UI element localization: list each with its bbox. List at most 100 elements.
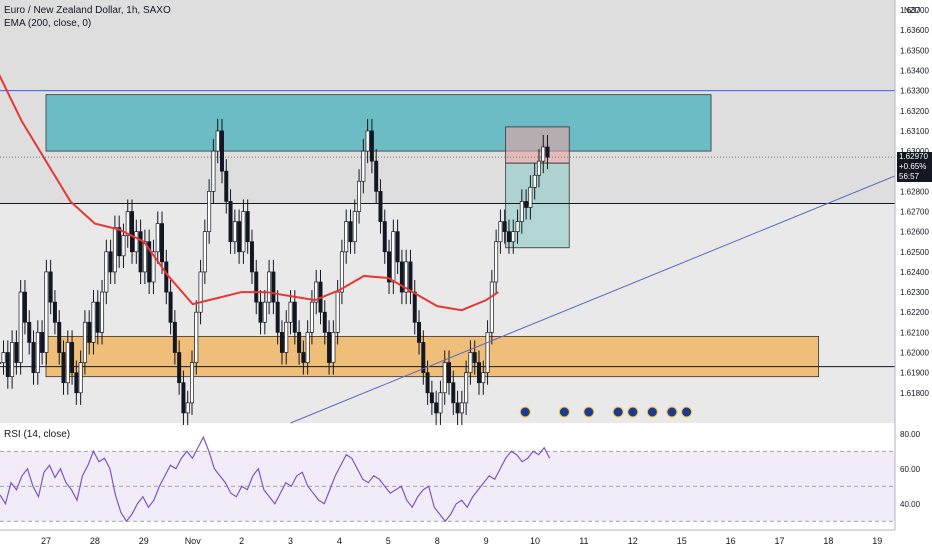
- currency-label: NZD: [904, 6, 921, 15]
- price-tick-label: 1.63700: [900, 6, 929, 15]
- candle-body: [147, 241, 152, 283]
- price-change: +0.65%: [899, 162, 927, 171]
- candle-body: [412, 291, 417, 323]
- event-icon: [681, 406, 693, 418]
- candle-body: [408, 261, 413, 293]
- candle-body: [511, 231, 516, 243]
- ema-legend[interactable]: EMA (200, close, 0): [4, 18, 92, 29]
- event-icon: [519, 406, 531, 418]
- candle-body: [464, 372, 469, 404]
- rsi-legend[interactable]: RSI (14, close): [4, 429, 71, 440]
- candle-body: [357, 180, 362, 212]
- price-tick-label: 1.63300: [900, 87, 929, 96]
- time-tick-label: 9: [484, 536, 489, 546]
- candle-body: [108, 251, 113, 273]
- candle-body: [31, 342, 36, 373]
- candle-body: [378, 191, 383, 222]
- candle-body: [112, 227, 117, 273]
- price-tick-label: 1.62400: [900, 268, 929, 277]
- time-tick-label: 16: [726, 536, 736, 546]
- price-tick-label: 1.62700: [900, 208, 929, 217]
- candle-body: [545, 146, 550, 158]
- price-tick-label: 1.61900: [900, 369, 929, 378]
- candle-body: [455, 402, 460, 414]
- rsi-tick-label: 80.00: [900, 430, 921, 439]
- candle-body: [91, 301, 96, 343]
- candle-body: [74, 372, 79, 394]
- candle-body: [335, 291, 340, 333]
- candle-body: [369, 130, 374, 162]
- candle-body: [100, 291, 105, 333]
- candle-body: [489, 281, 494, 333]
- support-zone: [45, 335, 820, 378]
- price-tick-label: 1.62500: [900, 248, 929, 257]
- rsi-pane: [0, 435, 895, 523]
- time-tick-label: Nov: [185, 536, 202, 546]
- time-axis[interactable]: 27 28 29 Nov 2 3 4 5 8 9 10 11 12 15 16 17 18 19: [0, 529, 895, 546]
- candle-body: [399, 261, 404, 293]
- time-tick-label: 28: [90, 536, 100, 546]
- candle-body: [224, 170, 229, 202]
- candle-body: [515, 221, 520, 232]
- candle-body: [374, 160, 379, 192]
- candle-body: [219, 130, 224, 172]
- candle-body: [541, 146, 546, 162]
- candle-body: [434, 402, 439, 414]
- current-price-tag: 1.62970 +0.65% 56:57: [897, 152, 932, 182]
- candle-body: [1, 352, 6, 363]
- candle-body: [27, 321, 32, 343]
- candle-body: [395, 231, 400, 263]
- time-tick-label: 8: [435, 536, 440, 546]
- price-tick-label: 1.62200: [900, 308, 929, 317]
- candlesticks: [0, 118, 550, 426]
- candle-body: [164, 261, 169, 293]
- price-tick-label: 1.63400: [900, 67, 929, 76]
- ema-line: [0, 74, 499, 312]
- candle-body: [117, 227, 122, 257]
- time-tick-label: 10: [530, 536, 540, 546]
- candle-body: [524, 201, 529, 208]
- time-tick-label: 3: [288, 536, 293, 546]
- candle-body: [241, 211, 246, 253]
- time-tick-label: 12: [628, 536, 638, 546]
- candle-body: [404, 261, 409, 293]
- candle-body: [258, 301, 263, 323]
- price-axis[interactable]: 1.63700 1.63600 1.63500 1.63400 1.63300 1.632…: [894, 0, 932, 550]
- economic-events[interactable]: [519, 406, 693, 418]
- candle-body: [532, 174, 537, 188]
- axis-background: [895, 0, 932, 550]
- price-tick-label: 1.63100: [900, 127, 929, 136]
- candle-body: [361, 150, 366, 182]
- bar-countdown: 56:57: [899, 172, 920, 181]
- time-tick-label: 11: [579, 536, 588, 546]
- candle-body: [382, 221, 387, 253]
- candle-body: [185, 402, 190, 414]
- stop-zone: [505, 126, 570, 164]
- candle-body: [365, 130, 370, 152]
- candle-body: [130, 211, 135, 253]
- candle-body: [502, 221, 507, 232]
- symbol-legend[interactable]: Euro / New Zealand Dollar, 1h, SAXO: [4, 5, 171, 16]
- candle-body: [177, 352, 182, 384]
- candle-body: [215, 130, 220, 152]
- candle-body: [194, 311, 199, 363]
- candle-body: [254, 271, 259, 303]
- candle-body: [279, 332, 284, 353]
- candle-body: [57, 321, 62, 353]
- event-icon: [583, 406, 595, 418]
- main-pane-background: [0, 0, 895, 423]
- candle-body: [202, 231, 207, 273]
- candle-body: [284, 321, 289, 353]
- candle-body: [168, 291, 173, 323]
- candle-body: [498, 221, 503, 243]
- candle-body: [228, 201, 233, 243]
- candle-body: [297, 332, 302, 353]
- candle-body: [138, 231, 143, 273]
- candle-body: [40, 332, 45, 353]
- candle-body: [160, 223, 165, 263]
- candle-body: [262, 301, 267, 323]
- time-tick-label: 2: [239, 536, 244, 546]
- candle-body: [245, 211, 250, 243]
- price-tick-label: 1.63500: [900, 46, 929, 55]
